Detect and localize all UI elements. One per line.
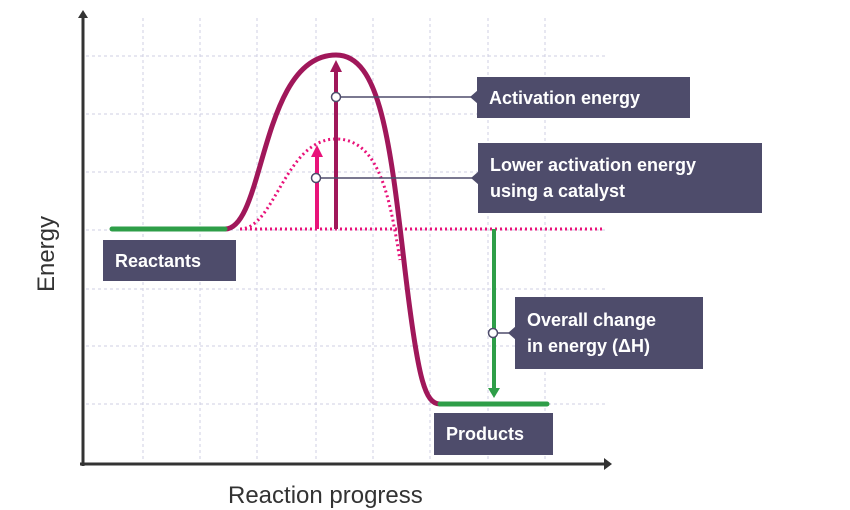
axes <box>78 10 612 470</box>
catalyst-marker <box>310 172 322 184</box>
y-axis-label: Energy <box>33 215 60 293</box>
products-label: Products <box>434 413 553 455</box>
delta-text-line2: in energy (ΔH) <box>527 336 650 356</box>
activation-arrow <box>330 60 342 229</box>
y-axis-arrow-icon <box>78 10 88 18</box>
reactants-text: Reactants <box>115 250 202 271</box>
catalyst-label: Lower activation energy using a catalyst <box>478 143 762 213</box>
x-axis-arrow-icon <box>604 458 612 470</box>
leader-lines <box>310 90 516 340</box>
delta-text-line1: Overall change <box>527 310 657 330</box>
catalyst-text-line1: Lower activation energy <box>490 155 697 175</box>
delta-marker <box>487 327 499 339</box>
activation-text: Activation energy <box>489 87 641 108</box>
activation-marker <box>330 91 342 103</box>
reactants-label: Reactants <box>103 240 236 281</box>
reaction-curve <box>224 52 441 407</box>
activation-energy-label: Activation energy <box>477 77 690 118</box>
x-axis-label: Reaction progress <box>228 482 423 509</box>
products-text: Products <box>446 424 525 444</box>
catalyst-text-line2: using a catalyst <box>490 181 626 201</box>
delta-h-label: Overall change in energy (ΔH) <box>515 297 703 369</box>
delta-h-arrow <box>488 229 500 398</box>
catalyst-arrow <box>311 145 323 229</box>
